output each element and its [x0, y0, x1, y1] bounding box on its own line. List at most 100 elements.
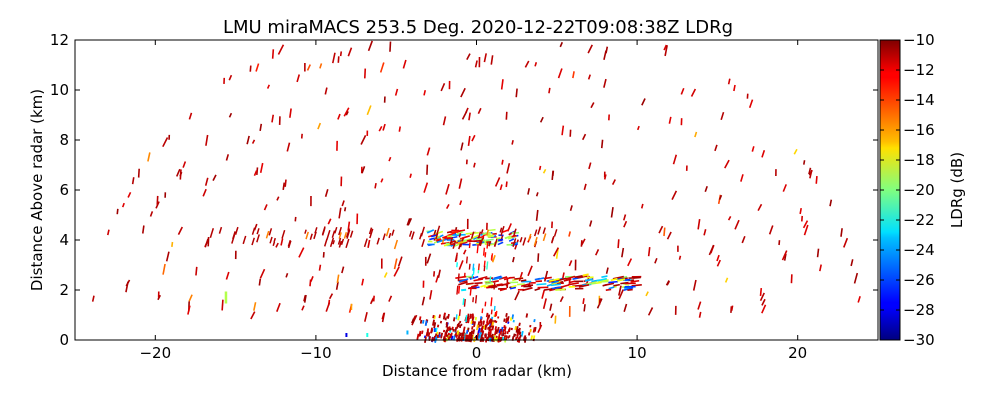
- ldr-echo: [533, 326, 537, 332]
- ldr-echo: [364, 311, 368, 322]
- ldr-echo: [343, 207, 347, 212]
- colorbar-tick-label: −22: [903, 211, 935, 229]
- ldr-echo: [470, 320, 473, 325]
- ldr-echo: [462, 331, 465, 337]
- ldr-echo: [393, 266, 400, 277]
- ldr-echo: [569, 205, 573, 211]
- ldr-echo: [450, 335, 454, 340]
- ldr-echo: [514, 290, 520, 301]
- ldr-echo: [525, 313, 529, 318]
- chart-title: LMU miraMACS 253.5 Deg. 2020-12-22T09:08…: [223, 17, 733, 38]
- ldr-echo: [518, 327, 521, 333]
- ldr-echo: [458, 281, 468, 286]
- ldr-echo: [527, 332, 531, 336]
- ldr-echo: [394, 88, 399, 96]
- ldr-echo: [499, 287, 508, 292]
- ldr-echo: [462, 326, 466, 333]
- ldr-echo: [277, 44, 285, 55]
- ldr-echo: [175, 168, 181, 177]
- ldr-echo: [612, 275, 624, 280]
- ldr-echo: [421, 238, 426, 248]
- ldr-echo: [495, 329, 499, 335]
- ldr-echo: [449, 327, 452, 331]
- ldr-echo: [524, 60, 530, 68]
- ldr-echo: [482, 247, 486, 256]
- ldr-echo: [457, 273, 460, 281]
- ldr-echo: [727, 78, 731, 85]
- ldr-echo: [256, 234, 260, 243]
- ldr-echo: [284, 179, 287, 187]
- ldr-echo: [457, 315, 460, 321]
- ldr-echo: [253, 170, 258, 177]
- ldr-echo: [633, 276, 641, 279]
- ldr-echo: [474, 295, 478, 304]
- ldr-echo: [397, 256, 403, 267]
- colorbar-tick-label: −28: [903, 301, 935, 319]
- ldr-echo: [505, 235, 512, 240]
- ldr-echo: [343, 107, 350, 117]
- ldr-echo: [477, 263, 480, 271]
- ldr-echo: [360, 135, 367, 145]
- ldr-echo: [451, 326, 454, 331]
- ldr-echo: [658, 225, 664, 234]
- ldr-echo: [551, 237, 555, 243]
- ldr-echo: [433, 322, 437, 329]
- ldr-echo: [477, 334, 481, 339]
- ldr-echo: [228, 74, 233, 81]
- ldr-echo: [331, 230, 336, 238]
- ldr-echo: [329, 237, 335, 248]
- ldr-echo: [430, 234, 438, 238]
- ldr-echo: [454, 327, 458, 332]
- ldr-echo: [467, 334, 471, 340]
- ldr-echo: [310, 275, 314, 282]
- ldr-echo: [611, 179, 616, 185]
- ldr-echo: [465, 232, 473, 235]
- ldr-echo: [533, 236, 538, 247]
- ldr-echo: [808, 167, 812, 175]
- ldr-echo: [367, 239, 371, 248]
- ldr-echo: [518, 331, 522, 336]
- ldr-echo: [533, 229, 538, 237]
- ldr-echo: [481, 330, 485, 336]
- ldr-echo: [309, 233, 313, 240]
- ldr-echo: [187, 305, 191, 315]
- ldr-echo: [515, 336, 518, 340]
- x-tick-label: 0: [472, 344, 482, 362]
- ldr-echo: [497, 241, 504, 246]
- ldr-echo: [485, 277, 494, 280]
- ldr-echo: [630, 279, 640, 283]
- ldr-echo: [491, 325, 495, 331]
- ldr-echo: [438, 314, 441, 319]
- ldr-echo: [321, 226, 326, 235]
- ldr-echo: [149, 211, 154, 217]
- ldr-echo: [317, 122, 322, 130]
- ldr-echo: [505, 335, 508, 340]
- ldr-echo: [106, 229, 110, 236]
- ldr-echo: [541, 289, 546, 299]
- ldr-echo: [298, 247, 305, 258]
- ldr-echo: [503, 318, 506, 322]
- ldr-echo: [516, 328, 520, 334]
- ldr-echo: [495, 237, 501, 240]
- ldr-echo: [603, 78, 607, 88]
- ldr-echo: [303, 294, 307, 303]
- ldr-echo: [225, 154, 230, 161]
- ldr-echo: [491, 255, 496, 263]
- colorbar-tick-label: −20: [903, 181, 935, 199]
- ldr-echo: [627, 288, 633, 292]
- ldr-echo: [477, 327, 481, 334]
- ldr-echo: [488, 325, 492, 332]
- ldr-echo: [314, 227, 318, 234]
- ldr-echo: [472, 329, 476, 335]
- ldr-echo: [488, 241, 492, 247]
- ldr-echo: [506, 163, 511, 174]
- ldr-echo: [458, 309, 461, 317]
- ldr-echo: [162, 263, 166, 275]
- ldr-echo: [543, 276, 552, 280]
- ldr-echo: [604, 282, 615, 286]
- ldr-echo: [445, 329, 448, 335]
- ldr-echo: [188, 294, 193, 302]
- ldr-echo: [550, 283, 561, 287]
- ldr-echo: [623, 303, 628, 313]
- ldr-echo: [131, 177, 135, 185]
